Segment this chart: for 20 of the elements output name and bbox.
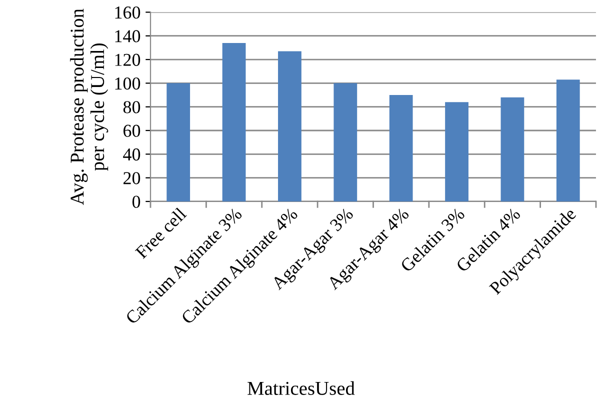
- bar: [222, 42, 246, 202]
- y-axis-title: Avg. Protease production per cycle (U/ml): [70, 8, 108, 206]
- bar: [556, 80, 580, 202]
- x-tick-label: Free cell: [134, 206, 188, 260]
- y-tick-label: 0: [132, 196, 140, 208]
- x-axis-title: MatricesUsed: [248, 381, 355, 395]
- bar: [278, 51, 302, 202]
- y-tick-label: 80: [123, 101, 140, 114]
- bar: [166, 83, 190, 202]
- y-tick-label: 160: [115, 6, 140, 19]
- y-tick-label: 20: [124, 172, 140, 184]
- bar: [389, 95, 413, 202]
- y-tick-label: 60: [124, 124, 140, 137]
- bar: [334, 83, 358, 202]
- bar: [500, 97, 524, 202]
- bar: [445, 102, 468, 202]
- y-tick-label: 40: [123, 148, 140, 161]
- y-tick-label: 140: [115, 30, 140, 42]
- y-tick-label: 100: [115, 77, 140, 90]
- y-tick-label: 120: [115, 54, 140, 66]
